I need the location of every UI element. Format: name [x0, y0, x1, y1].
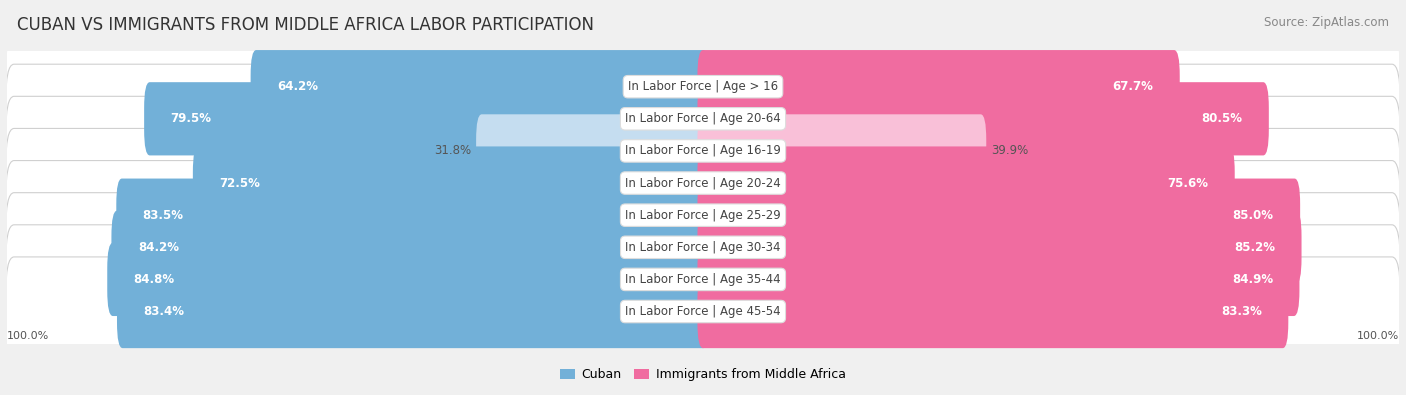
- FancyBboxPatch shape: [697, 179, 1301, 252]
- FancyBboxPatch shape: [477, 114, 709, 188]
- Text: 79.5%: 79.5%: [170, 112, 211, 125]
- Text: 39.9%: 39.9%: [991, 145, 1028, 158]
- FancyBboxPatch shape: [6, 225, 1400, 334]
- Text: 85.0%: 85.0%: [1233, 209, 1274, 222]
- Text: 64.2%: 64.2%: [277, 80, 318, 93]
- Text: 80.5%: 80.5%: [1201, 112, 1243, 125]
- Text: 67.7%: 67.7%: [1112, 80, 1153, 93]
- Text: 83.3%: 83.3%: [1220, 305, 1261, 318]
- FancyBboxPatch shape: [107, 243, 709, 316]
- Text: 83.4%: 83.4%: [143, 305, 184, 318]
- FancyBboxPatch shape: [697, 147, 1234, 220]
- Text: Source: ZipAtlas.com: Source: ZipAtlas.com: [1264, 16, 1389, 29]
- Text: 84.9%: 84.9%: [1232, 273, 1272, 286]
- Text: In Labor Force | Age > 16: In Labor Force | Age > 16: [628, 80, 778, 93]
- FancyBboxPatch shape: [6, 160, 1400, 270]
- Text: In Labor Force | Age 45-54: In Labor Force | Age 45-54: [626, 305, 780, 318]
- Text: 84.2%: 84.2%: [138, 241, 179, 254]
- FancyBboxPatch shape: [697, 243, 1299, 316]
- Text: In Labor Force | Age 20-64: In Labor Force | Age 20-64: [626, 112, 780, 125]
- FancyBboxPatch shape: [111, 211, 709, 284]
- Text: In Labor Force | Age 25-29: In Labor Force | Age 25-29: [626, 209, 780, 222]
- FancyBboxPatch shape: [697, 275, 1288, 348]
- Text: 85.2%: 85.2%: [1234, 241, 1275, 254]
- FancyBboxPatch shape: [117, 275, 709, 348]
- FancyBboxPatch shape: [6, 64, 1400, 173]
- Text: In Labor Force | Age 30-34: In Labor Force | Age 30-34: [626, 241, 780, 254]
- FancyBboxPatch shape: [6, 32, 1400, 141]
- FancyBboxPatch shape: [6, 96, 1400, 205]
- Text: In Labor Force | Age 16-19: In Labor Force | Age 16-19: [626, 145, 780, 158]
- FancyBboxPatch shape: [697, 50, 1180, 123]
- Text: 84.8%: 84.8%: [134, 273, 174, 286]
- Text: 100.0%: 100.0%: [7, 331, 49, 340]
- Text: 72.5%: 72.5%: [219, 177, 260, 190]
- Legend: Cuban, Immigrants from Middle Africa: Cuban, Immigrants from Middle Africa: [561, 368, 845, 381]
- FancyBboxPatch shape: [6, 128, 1400, 238]
- Text: CUBAN VS IMMIGRANTS FROM MIDDLE AFRICA LABOR PARTICIPATION: CUBAN VS IMMIGRANTS FROM MIDDLE AFRICA L…: [17, 16, 593, 34]
- FancyBboxPatch shape: [250, 50, 709, 123]
- Text: 83.5%: 83.5%: [143, 209, 184, 222]
- Text: 75.6%: 75.6%: [1167, 177, 1208, 190]
- FancyBboxPatch shape: [697, 114, 986, 188]
- FancyBboxPatch shape: [193, 147, 709, 220]
- Text: In Labor Force | Age 20-24: In Labor Force | Age 20-24: [626, 177, 780, 190]
- FancyBboxPatch shape: [6, 193, 1400, 302]
- FancyBboxPatch shape: [697, 82, 1268, 155]
- Text: 31.8%: 31.8%: [434, 145, 471, 158]
- FancyBboxPatch shape: [117, 179, 709, 252]
- FancyBboxPatch shape: [6, 257, 1400, 366]
- Text: 100.0%: 100.0%: [1357, 331, 1399, 340]
- FancyBboxPatch shape: [697, 211, 1302, 284]
- Text: In Labor Force | Age 35-44: In Labor Force | Age 35-44: [626, 273, 780, 286]
- FancyBboxPatch shape: [145, 82, 709, 155]
